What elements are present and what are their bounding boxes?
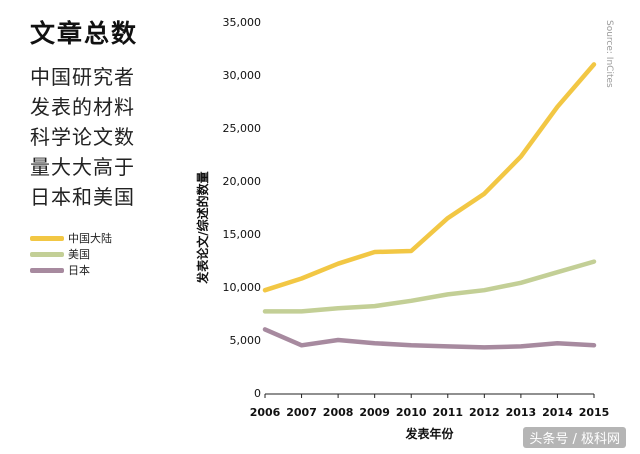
legend-swatch-usa xyxy=(30,251,64,257)
subtitle-line: 量大大高于 xyxy=(30,155,135,179)
legend-label-china: 中国大陆 xyxy=(68,232,112,245)
legend-item-japan: 日本 xyxy=(30,262,112,278)
legend-item-china: 中国大陆 xyxy=(30,230,112,246)
x-tick-label: 2013 xyxy=(506,406,537,419)
x-axis-title: 发表年份 xyxy=(404,426,454,441)
y-axis-title: 发表论文/综述的数量 xyxy=(195,171,210,284)
subtitle-line: 发表的材料 xyxy=(30,95,135,119)
x-tick-label: 2010 xyxy=(396,406,427,419)
legend-swatch-japan xyxy=(30,267,64,273)
y-tick-label: 35,000 xyxy=(223,16,262,29)
series-line-japan xyxy=(262,327,597,350)
legend-label-japan: 日本 xyxy=(68,264,90,277)
y-tick-label: 5,000 xyxy=(230,334,262,347)
y-tick-label: 0 xyxy=(254,387,261,400)
x-tick-label: 2009 xyxy=(359,406,390,419)
legend-swatch-china xyxy=(30,235,64,241)
chart-subtitle: 中国研究者 发表的材料 科学论文数 量大大高于 日本和美国 xyxy=(30,62,180,212)
x-tick-label: 2011 xyxy=(432,406,463,419)
series-line-china xyxy=(262,62,597,293)
chart-title: 文章总数 xyxy=(30,19,139,48)
subtitle-line: 科学论文数 xyxy=(30,125,135,149)
subtitle-line: 中国研究者 xyxy=(30,65,135,89)
source-note: Source: InCites xyxy=(604,20,614,88)
x-tick-label: 2008 xyxy=(323,406,354,419)
x-tick-label: 2006 xyxy=(250,406,281,419)
chart-legend: 中国大陆 美国 日本 xyxy=(30,230,112,278)
x-tick-label: 2012 xyxy=(469,406,500,419)
y-tick-label: 25,000 xyxy=(223,122,262,135)
legend-item-usa: 美国 xyxy=(30,246,112,262)
y-tick-label: 20,000 xyxy=(223,175,262,188)
subtitle-line: 日本和美国 xyxy=(30,185,135,209)
y-tick-label: 30,000 xyxy=(223,69,262,82)
x-tick-label: 2015 xyxy=(579,406,610,419)
x-tick-label: 2007 xyxy=(286,406,317,419)
watermark: 头条号 / 极科网 xyxy=(523,427,626,448)
x-tick-label: 2014 xyxy=(542,406,573,419)
legend-label-usa: 美国 xyxy=(68,248,90,261)
y-tick-label: 10,000 xyxy=(223,281,262,294)
y-tick-label: 15,000 xyxy=(223,228,262,241)
series-line-usa xyxy=(262,259,597,314)
